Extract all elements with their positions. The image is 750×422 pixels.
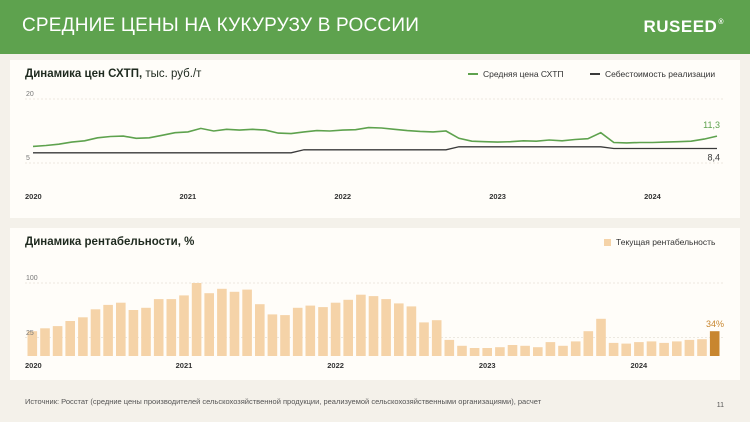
profit-bar	[65, 321, 75, 356]
page-number: 11	[716, 402, 724, 409]
profit-bar	[356, 294, 366, 356]
legend-swatch-profit	[604, 238, 611, 246]
x-tick-label: 2020	[25, 361, 42, 370]
profit-bar	[27, 331, 38, 356]
profit-bar	[305, 305, 316, 356]
profit-bar	[217, 288, 227, 356]
profit-bar	[646, 341, 657, 356]
legend-label-cost: Себестоимость реализации	[605, 69, 716, 79]
profit-bar	[507, 345, 518, 356]
profit-bar	[394, 303, 404, 356]
profit-bar-chart: 25 100 2020 2021 2022 2023 2024 34%	[25, 275, 725, 370]
ruseed-logo: RUSEED®	[643, 17, 724, 37]
profit-bar	[406, 306, 417, 356]
profit-bar	[318, 307, 328, 356]
profit-bar	[558, 345, 568, 356]
profit-bar	[242, 289, 252, 356]
profit-bar	[672, 341, 682, 356]
legend-item-cost: Себестоимость реализации	[590, 69, 715, 79]
x-tick-label: 2024	[644, 192, 662, 201]
profit-bar	[608, 342, 619, 356]
x-tick-label: 2022	[327, 361, 344, 370]
profit-bar	[267, 314, 278, 356]
profit-bar	[343, 299, 353, 356]
profit-bar	[634, 342, 644, 356]
profit-bar	[52, 326, 63, 356]
profit-bar	[141, 307, 151, 356]
profit-bar	[596, 318, 606, 356]
profit-bar	[621, 343, 631, 356]
profit-bar	[697, 339, 707, 356]
profit-bar	[90, 309, 101, 356]
cost-end-label: 8,4	[707, 152, 720, 162]
profit-bar	[191, 283, 202, 356]
profit-bar	[381, 299, 391, 356]
price-chart-title-unit: тыс. руб./т	[145, 68, 202, 80]
profit-bar	[204, 293, 214, 356]
profit-bar	[659, 342, 669, 356]
legend-item-profit: Текущая рентабельность	[604, 237, 715, 247]
price-end-label: 11,3	[703, 120, 720, 130]
x-tick-label: 2021	[176, 361, 193, 370]
profit-bar	[495, 347, 505, 356]
price-series-line	[32, 126, 718, 148]
y-tick-label: 100	[26, 275, 38, 282]
cost-series-line	[33, 146, 717, 154]
x-tick-label: 2021	[180, 192, 197, 201]
profit-bar	[444, 339, 455, 356]
legend-swatch-price	[468, 73, 478, 75]
profit-end-label: 34%	[706, 319, 724, 329]
profit-bar	[255, 304, 265, 356]
profit-bar	[128, 310, 139, 356]
x-tick-label: 2024	[631, 361, 649, 370]
profit-bar	[179, 295, 189, 356]
price-chart-panel: Динамика цен СХТП, тыс. руб./т Средняя ц…	[10, 60, 740, 218]
source-note: Источник: Росстат (средние цены производ…	[25, 397, 542, 406]
profit-bar	[457, 345, 467, 356]
page-title: СРЕДНИЕ ЦЕНЫ НА КУКУРУЗУ В РОССИИ	[22, 15, 420, 36]
price-chart-title-main: Динамика цен СХТП,	[25, 68, 143, 80]
legend-item-price: Средняя цена СХТП	[468, 69, 564, 79]
legend-label-profit: Текущая рентабельность	[616, 237, 716, 247]
legend-label-price: Средняя цена СХТП	[483, 69, 564, 79]
header-bar: СРЕДНИЕ ЦЕНЫ НА КУКУРУЗУ В РОССИИ RUSEED…	[0, 0, 750, 54]
logo-text: RUSEED	[643, 17, 718, 36]
profit-bar	[570, 341, 581, 356]
profit-bar	[166, 299, 177, 356]
profit-bar	[583, 331, 594, 356]
profit-bar	[103, 304, 113, 356]
profit-bar	[368, 296, 379, 356]
profit-bar	[709, 331, 720, 356]
y-tick-label: 25	[26, 330, 34, 337]
profit-bar	[431, 320, 442, 356]
price-chart-title: Динамика цен СХТП, тыс. руб./т	[25, 68, 201, 80]
profit-bar	[330, 302, 341, 356]
profit-bar	[419, 322, 429, 356]
profit-bar	[684, 339, 695, 356]
profit-bar	[520, 345, 530, 356]
registered-mark: ®	[718, 19, 724, 26]
x-tick-label: 2020	[25, 192, 42, 201]
x-tick-label: 2022	[334, 192, 351, 201]
profit-bar	[153, 299, 164, 356]
x-tick-label: 2023	[479, 361, 496, 370]
profit-bar	[40, 328, 50, 356]
profit-bar	[229, 291, 240, 356]
y-tick-label: 20	[26, 91, 34, 98]
x-tick-label: 2023	[489, 192, 506, 201]
profit-bar	[292, 307, 303, 356]
y-tick-label: 5	[26, 155, 30, 162]
profit-bar	[533, 347, 543, 356]
profit-bar	[545, 342, 556, 356]
profit-bar	[469, 348, 480, 356]
profit-bar	[482, 348, 492, 356]
profit-chart-panel: Динамика рентабельности, % Текущая рента…	[10, 228, 740, 380]
profit-bar	[280, 315, 290, 356]
profit-bar	[116, 302, 126, 356]
legend-swatch-cost	[590, 73, 600, 75]
profit-chart-title: Динамика рентабельности, %	[25, 236, 195, 248]
profit-bar	[78, 317, 88, 356]
